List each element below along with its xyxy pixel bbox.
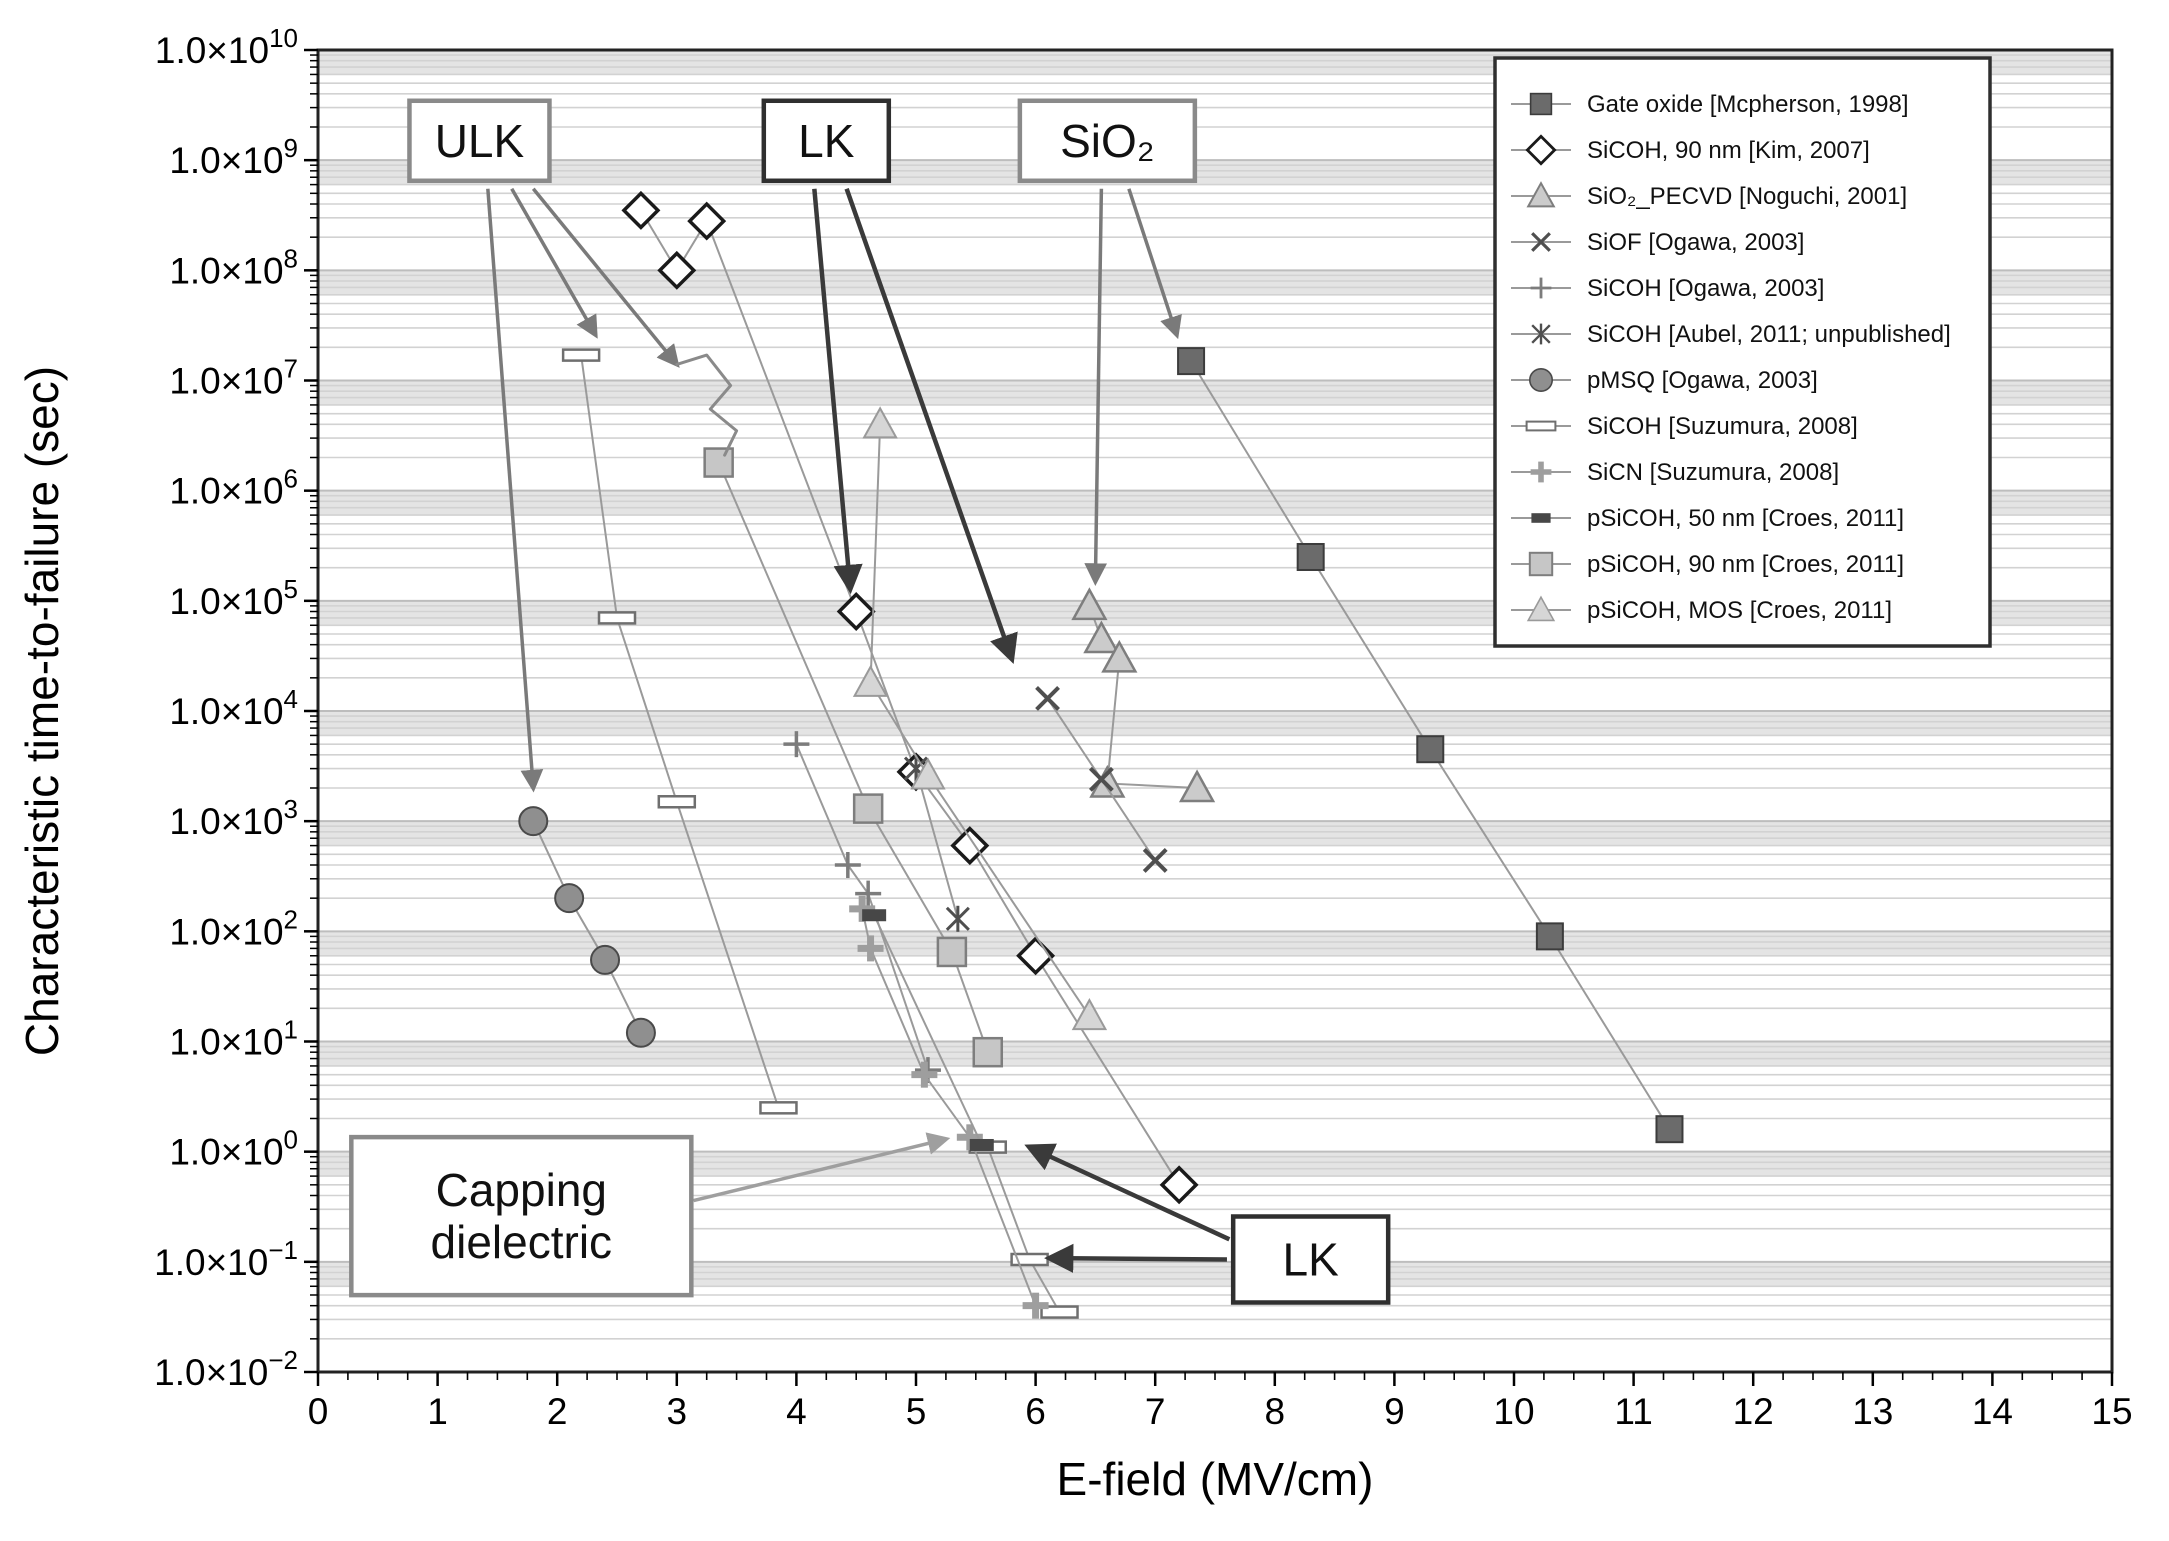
legend-item: pMSQ [Ogawa, 2003] — [1511, 367, 1818, 394]
svg-text:15: 15 — [2091, 1391, 2132, 1432]
annotation-box-lk-top: LK — [761, 98, 892, 184]
svg-text:1.0×109: 1.0×109 — [169, 133, 298, 181]
svg-text:1.0×10−2: 1.0×10−2 — [154, 1345, 298, 1393]
annotation-arrow — [844, 188, 1018, 664]
svg-text:LK: LK — [1283, 1233, 1340, 1285]
gridlines — [318, 50, 2112, 1340]
svg-text:1.0×1010: 1.0×1010 — [155, 23, 298, 71]
annotation-box-lk-bottom: LK — [1230, 1214, 1391, 1305]
legend-item: SiCOH [Suzumura, 2008] — [1511, 413, 1858, 440]
series-sicoh-suzumura — [561, 348, 1079, 1319]
svg-text:1.0×107: 1.0×107 — [169, 354, 298, 402]
series-gate-oxide — [1177, 347, 1684, 1144]
svg-text:9: 9 — [1384, 1391, 1405, 1432]
svg-text:1: 1 — [427, 1391, 448, 1432]
svg-text:6: 6 — [1025, 1391, 1046, 1432]
svg-text:1.0×100: 1.0×100 — [169, 1125, 298, 1173]
svg-text:SiCOH [Suzumura, 2008]: SiCOH [Suzumura, 2008] — [1587, 413, 1858, 440]
legend-item: SiCOH, 90 nm [Kim, 2007] — [1511, 134, 1870, 166]
svg-text:SiCOH, 90 nm [Kim, 2007]: SiCOH, 90 nm [Kim, 2007] — [1587, 137, 1870, 164]
annotation-arrow — [693, 1132, 951, 1203]
svg-text:SiCN [Suzumura, 2008]: SiCN [Suzumura, 2008] — [1587, 459, 1839, 486]
svg-text:SiO₂: SiO₂ — [1060, 115, 1155, 167]
svg-text:0: 0 — [308, 1391, 329, 1432]
svg-text:1.0×104: 1.0×104 — [169, 684, 298, 732]
series-pmsq — [518, 806, 656, 1048]
series-sio2-pecvd — [1071, 587, 1216, 803]
svg-text:1.0×105: 1.0×105 — [169, 574, 298, 622]
svg-text:Capping: Capping — [436, 1164, 607, 1216]
svg-text:pSiCOH, 50 nm [Croes, 2011]: pSiCOH, 50 nm [Croes, 2011] — [1587, 505, 1904, 532]
series-psicoh-50nm — [862, 909, 994, 1151]
annotation-arrow — [812, 188, 863, 595]
annotation-arrow — [486, 188, 544, 793]
svg-text:10: 10 — [1493, 1391, 1534, 1432]
svg-text:SiO₂_PECVD [Noguchi, 2001]: SiO₂_PECVD [Noguchi, 2001] — [1587, 183, 1907, 210]
annotation-arrow — [510, 187, 598, 339]
svg-text:pSiCOH, 90 nm [Croes, 2011]: pSiCOH, 90 nm [Croes, 2011] — [1587, 551, 1904, 578]
svg-text:1.0×108: 1.0×108 — [169, 243, 298, 291]
svg-text:4: 4 — [786, 1391, 807, 1432]
svg-text:13: 13 — [1852, 1391, 1893, 1432]
svg-text:12: 12 — [1733, 1391, 1774, 1432]
x-axis-title: E-field (MV/cm) — [1056, 1453, 1374, 1505]
svg-text:1.0×10−1: 1.0×10−1 — [154, 1235, 298, 1283]
legend-item: SiO₂_PECVD [Noguchi, 2001] — [1511, 181, 1907, 210]
svg-text:pMSQ [Ogawa, 2003]: pMSQ [Ogawa, 2003] — [1587, 367, 1818, 394]
svg-text:3: 3 — [667, 1391, 688, 1432]
series-sicn-suzumura — [849, 895, 1049, 1319]
svg-text:SiCOH [Ogawa, 2003]: SiCOH [Ogawa, 2003] — [1587, 275, 1824, 302]
legend-item: pSiCOH, 50 nm [Croes, 2011] — [1511, 505, 1904, 532]
squiggle-connector — [675, 353, 739, 457]
svg-text:dielectric: dielectric — [431, 1216, 613, 1268]
legend-item: pSiCOH, MOS [Croes, 2011] — [1511, 595, 1892, 624]
svg-text:7: 7 — [1145, 1391, 1166, 1432]
annotation-arrow — [1127, 188, 1182, 340]
svg-text:1.0×106: 1.0×106 — [169, 464, 298, 512]
y-axis-title: Characteristic time-to-failure (sec) — [16, 365, 68, 1057]
annotation-box-ulk: ULK — [407, 98, 552, 184]
svg-text:1.0×102: 1.0×102 — [169, 904, 298, 952]
annotation-arrow — [1084, 188, 1108, 586]
svg-text:11: 11 — [1614, 1391, 1652, 1432]
svg-text:1.0×103: 1.0×103 — [169, 794, 298, 842]
legend-item: SiOF [Ogawa, 2003] — [1511, 229, 1804, 256]
svg-text:5: 5 — [906, 1391, 927, 1432]
annotation-arrow — [531, 187, 680, 368]
svg-text:2: 2 — [547, 1391, 568, 1432]
legend-item: Gate oxide [Mcpherson, 1998] — [1511, 91, 1909, 118]
series-psicoh-mos — [852, 406, 1108, 1031]
svg-text:14: 14 — [1972, 1391, 2013, 1432]
svg-text:8: 8 — [1265, 1391, 1286, 1432]
legend-item: SiCOH [Ogawa, 2003] — [1511, 275, 1824, 302]
series-psicoh-90nm — [703, 447, 1004, 1068]
svg-text:SiOF [Ogawa, 2003]: SiOF [Ogawa, 2003] — [1587, 229, 1804, 256]
svg-text:pSiCOH, MOS [Croes, 2011]: pSiCOH, MOS [Croes, 2011] — [1587, 597, 1892, 624]
annotation-arrow — [1024, 1143, 1231, 1242]
axes: 0 1 2 3 4 5 6 7 8 9 10 11 12 13 14 151.0×10101.0×1091.0… — [154, 23, 2132, 1432]
annotation-box-sio2: SiO₂ — [1017, 98, 1198, 184]
svg-text:Gate oxide [Mcpherson, 1998]: Gate oxide [Mcpherson, 1998] — [1587, 91, 1909, 118]
svg-text:1.0×101: 1.0×101 — [169, 1015, 298, 1063]
series-siof — [1035, 686, 1168, 873]
svg-text:ULK: ULK — [435, 115, 525, 167]
legend: Gate oxide [Mcpherson, 1998] SiCOH, 90 nm… — [1493, 56, 1992, 648]
svg-text:LK: LK — [798, 115, 855, 167]
legend-item: SiCN [Suzumura, 2008] — [1511, 459, 1839, 486]
annotation-arrow — [1044, 1243, 1227, 1273]
legend-item: pSiCOH, 90 nm [Croes, 2011] — [1511, 551, 1904, 578]
legend-item: SiCOH [Aubel, 2011; unpublished] — [1511, 321, 1951, 348]
svg-text:SiCOH [Aubel, 2011; unpublishe: SiCOH [Aubel, 2011; unpublished] — [1587, 321, 1951, 348]
